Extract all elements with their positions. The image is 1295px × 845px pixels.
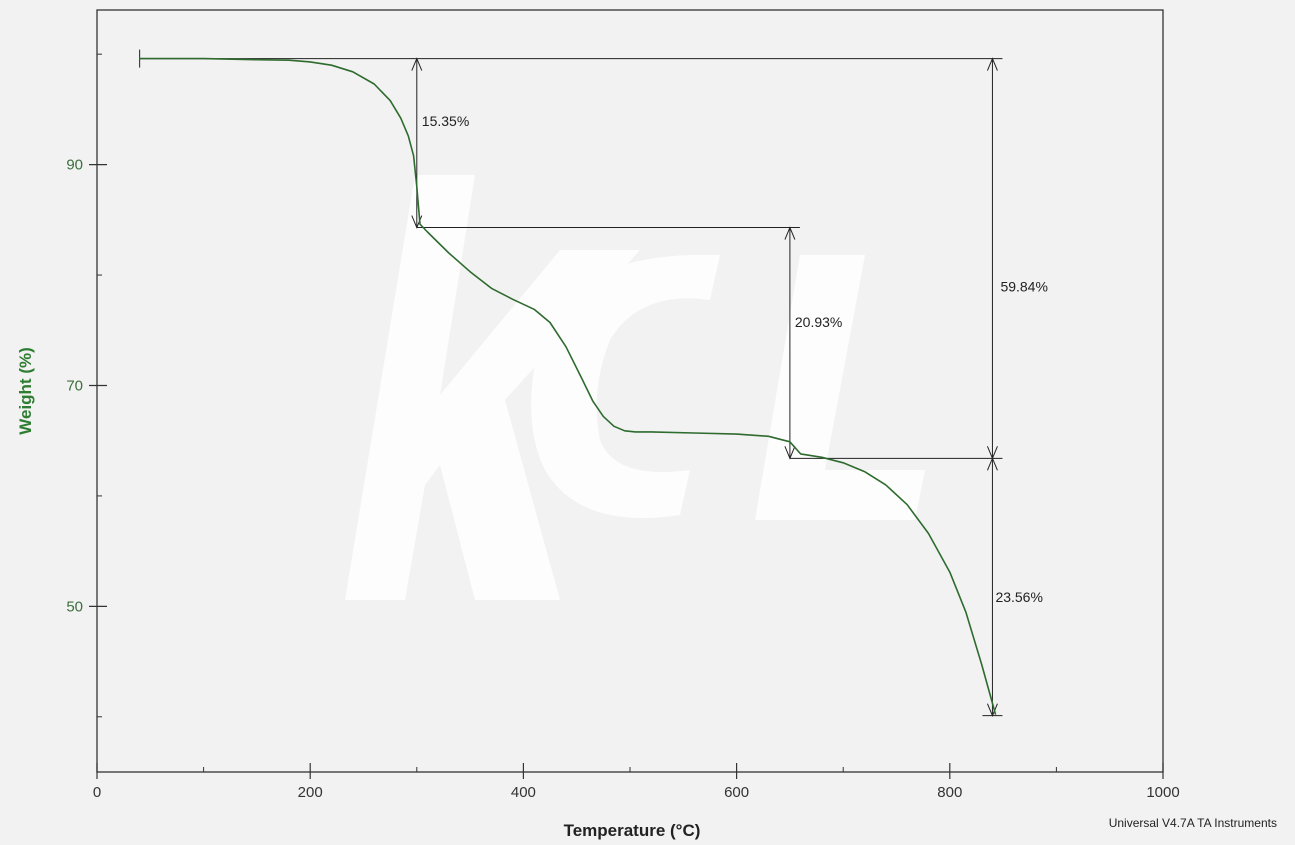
arrow-head <box>411 57 423 71</box>
arrow-head <box>986 703 998 717</box>
weight-curve <box>139 57 997 715</box>
series-layer <box>139 57 997 715</box>
y-tick-label: 90 <box>66 157 83 174</box>
annotation-label: 20.93% <box>795 314 842 330</box>
x-axis-title: Temperature (°C) <box>564 821 701 840</box>
x-tick-label: 800 <box>937 784 962 801</box>
arrow-head <box>986 457 998 471</box>
x-tick-label: 1000 <box>1146 784 1179 801</box>
annotation-label: 23.56% <box>995 589 1042 605</box>
arrow-head <box>784 226 796 240</box>
y-tick-label: 50 <box>66 598 83 615</box>
y-axis-title: Weight (%) <box>16 347 35 435</box>
annotation-label: 15.35% <box>422 113 469 129</box>
weight-loss-annotations: 15.35% 20.93% 23.56% 59.84% <box>139 49 1048 717</box>
x-axis: 0 200 400 600 800 1000 <box>93 763 1180 801</box>
watermark-letter-l <box>755 255 925 520</box>
y-tick-label: 70 <box>66 377 83 394</box>
kcl-watermark-logo <box>345 175 925 600</box>
arrow-head <box>784 446 796 460</box>
x-tick-label: 200 <box>298 784 323 801</box>
y-axis: 50 70 90 <box>66 53 107 718</box>
plot-frame <box>96 9 1164 773</box>
x-tick-label: 400 <box>511 784 536 801</box>
x-tick-label: 600 <box>724 784 749 801</box>
instrument-footer: Universal V4.7A TA Instruments <box>1108 816 1277 830</box>
watermark-letter-c <box>531 254 720 518</box>
arrow-head <box>986 57 998 71</box>
annotation-label: 59.84% <box>1000 279 1047 295</box>
x-tick-label: 0 <box>93 784 101 801</box>
watermark-letter-k <box>345 175 640 600</box>
